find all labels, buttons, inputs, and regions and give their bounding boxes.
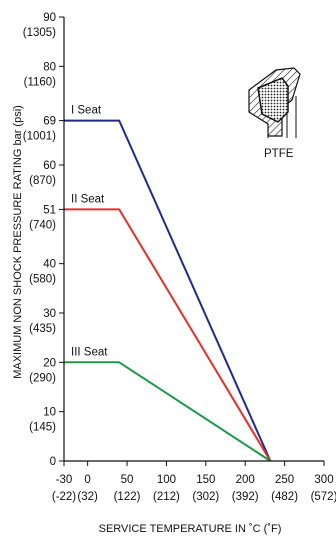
series-line-1 — [64, 119, 272, 462]
series-label-2: II Seat — [71, 193, 105, 205]
y-tick-psi-label: (1160) — [24, 76, 57, 88]
y-tick-psi-label: (1001) — [23, 131, 56, 143]
y-tick-psi-label: (870) — [29, 175, 56, 187]
series-line-2 — [64, 208, 272, 462]
y-tick-label: 60 — [43, 160, 56, 172]
y-tick-label: 51 — [43, 204, 56, 216]
x-tick-label: 250 — [275, 474, 294, 486]
y-tick-label: 30 — [43, 308, 56, 320]
y-tick-psi-label: (290) — [29, 372, 56, 384]
x-tick-label: 150 — [196, 474, 215, 486]
x-axis-title: SERVICE TEMPERATURE IN ˚C (˚F) — [99, 523, 282, 535]
x-tick-fahrenheit-label: (32) — [77, 491, 98, 503]
axes-layer — [63, 17, 324, 462]
y-tick-label: 10 — [43, 407, 56, 419]
series-label-1: I Seat — [71, 105, 102, 117]
x-tick-label: 50 — [121, 474, 134, 486]
y-tick-label: 20 — [43, 357, 56, 369]
x-tick-fahrenheit-label: (482) — [271, 491, 298, 503]
y-tick-label: 0 — [50, 456, 56, 468]
x-tick-fahrenheit-label: (302) — [192, 491, 219, 503]
y-tick-label: 40 — [43, 259, 56, 271]
x-tick-label: 200 — [236, 474, 255, 486]
ptfe-label: PTFE — [264, 148, 294, 160]
x-tick-fahrenheit-label: (572) — [311, 491, 336, 503]
x-tick-label: 100 — [157, 474, 176, 486]
y-tick-psi-label: (435) — [29, 323, 56, 335]
y-tick-psi-label: (740) — [29, 219, 56, 231]
y-tick-psi-label: (145) — [29, 422, 56, 434]
y-tick-psi-label: (1305) — [23, 27, 56, 39]
x-tick-fahrenheit-label: (392) — [232, 491, 259, 503]
series-layer — [64, 119, 272, 462]
seal-cross-section-icon — [248, 67, 301, 138]
x-tick-label: 300 — [314, 474, 333, 486]
y-axis-title: MAXIMUM NON SHOCK PRESSURE RATING bar (p… — [12, 105, 24, 379]
y-tick-psi-label: (580) — [29, 274, 56, 286]
x-tick-fahrenheit-label: (212) — [153, 491, 180, 503]
labels-layer: 0 10 (145) 20 (290) 30 (435) 40 (580) 51 (740) 60 (8… — [23, 12, 336, 503]
x-tick-label: 0 — [84, 474, 90, 486]
series-line-3 — [64, 361, 271, 462]
y-tick-label: 90 — [43, 12, 56, 24]
series-label-3: III Seat — [71, 346, 108, 358]
ticks-layer — [59, 16, 325, 466]
y-tick-label: 80 — [43, 61, 56, 73]
x-tick-label: -30 — [56, 474, 73, 486]
y-tick-label: 69 — [43, 116, 56, 128]
x-tick-fahrenheit-label: (122) — [114, 491, 141, 503]
x-tick-fahrenheit-label: (-22) — [52, 491, 76, 503]
ptfe-seal-inset: PTFE — [248, 67, 301, 160]
